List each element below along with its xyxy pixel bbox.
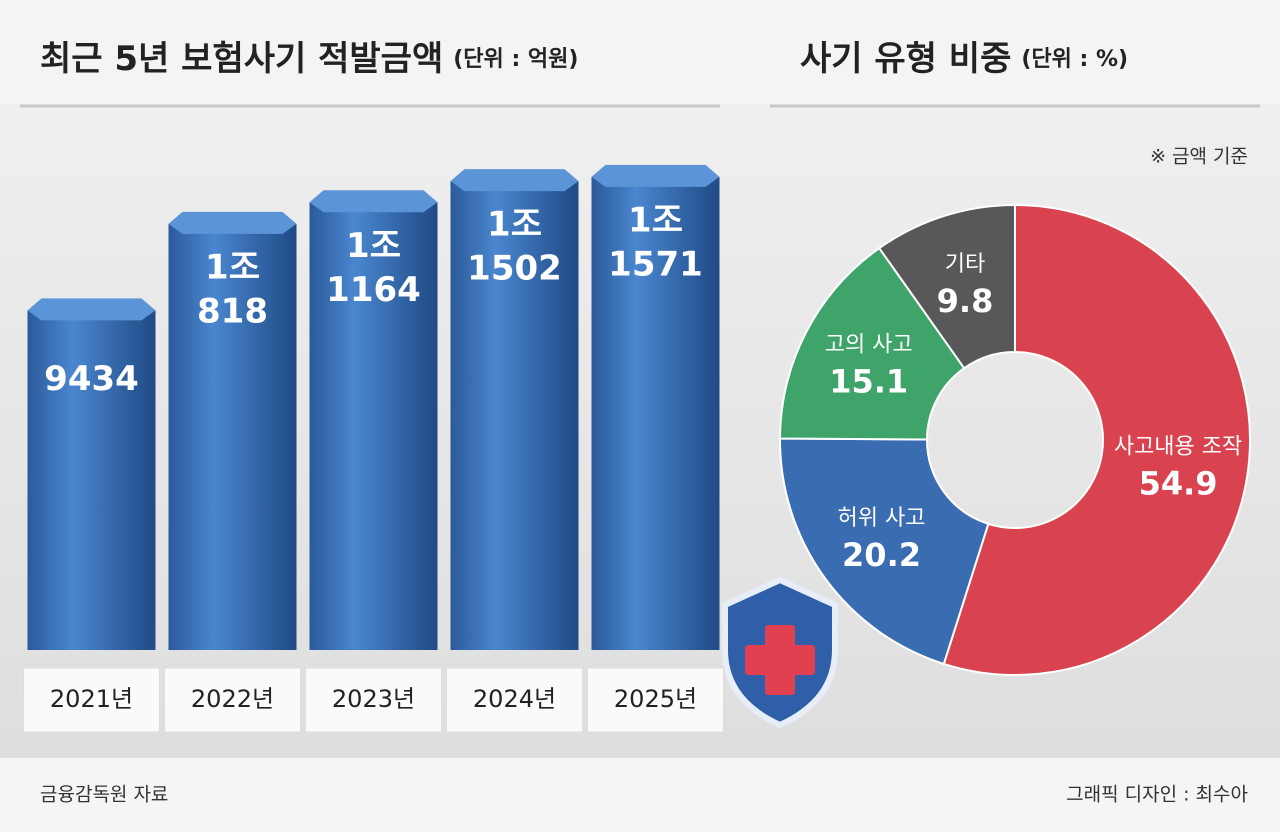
value-label: 1571 <box>608 244 703 284</box>
title-text: 최근 5년 보험사기 적발금액 <box>40 39 443 79</box>
value-label: 1164 <box>326 270 421 310</box>
footer-band <box>0 758 1280 832</box>
category-box <box>305 667 442 733</box>
subtitle-text: (단위 : %) <box>1021 47 1128 72</box>
bar-top <box>591 164 720 187</box>
bar-top <box>168 211 297 234</box>
bar-top <box>450 169 579 192</box>
donut-slice <box>778 246 966 441</box>
category-box <box>23 667 160 733</box>
category-box <box>164 667 301 733</box>
subtitle-text: (단위 : 억원) <box>453 47 578 72</box>
credit: 그래픽 디자인 : 최수아 <box>1066 784 1248 806</box>
bar <box>168 223 297 650</box>
note: ※ 금액 기준 <box>1150 146 1248 168</box>
value-label: 1502 <box>467 249 562 289</box>
slice-value: 54.9 <box>1139 464 1218 502</box>
value-label: 818 <box>197 291 268 331</box>
bar-top <box>27 298 156 321</box>
bar-top <box>309 190 438 213</box>
slice-value: 15.1 <box>829 363 908 401</box>
x-tick-label: 2021년 <box>50 685 133 713</box>
bar <box>309 202 438 650</box>
slice-label: 기타 <box>945 252 985 277</box>
source: 금융감독원 자료 <box>40 784 168 806</box>
x-tick-label: 2024년 <box>473 685 556 713</box>
shield-icon <box>722 576 838 729</box>
bar <box>591 176 720 650</box>
x-tick-label: 2025년 <box>614 685 697 713</box>
bar <box>450 181 579 650</box>
donut-title: 사기 유형 비중 (단위 : %) <box>800 39 1128 79</box>
x-tick-label: 2023년 <box>332 685 415 713</box>
value-label: 1조 <box>346 226 401 266</box>
donut-slice <box>877 203 1016 370</box>
value-label: 1조 <box>628 200 683 240</box>
header-band <box>0 0 1280 104</box>
bar <box>27 310 156 650</box>
category-box <box>587 667 724 733</box>
slice-label: 사고내용 조작 <box>1114 434 1242 459</box>
slice-value: 20.2 <box>842 536 921 574</box>
slice-label: 고의 사고 <box>825 333 913 358</box>
title-text: 사기 유형 비중 <box>800 39 1011 79</box>
x-tick-label: 2022년 <box>191 685 274 713</box>
donut-slice <box>942 203 1251 676</box>
value-label: 1조 <box>487 205 542 245</box>
donut-slice <box>779 437 990 666</box>
category-box <box>446 667 583 733</box>
slice-value: 9.8 <box>937 282 994 320</box>
value-label: 1조 <box>205 247 260 287</box>
slice-label: 허위 사고 <box>838 506 926 531</box>
bar-title: 최근 5년 보험사기 적발금액 (단위 : 억원) <box>40 39 578 79</box>
value-label: 9434 <box>44 359 139 399</box>
